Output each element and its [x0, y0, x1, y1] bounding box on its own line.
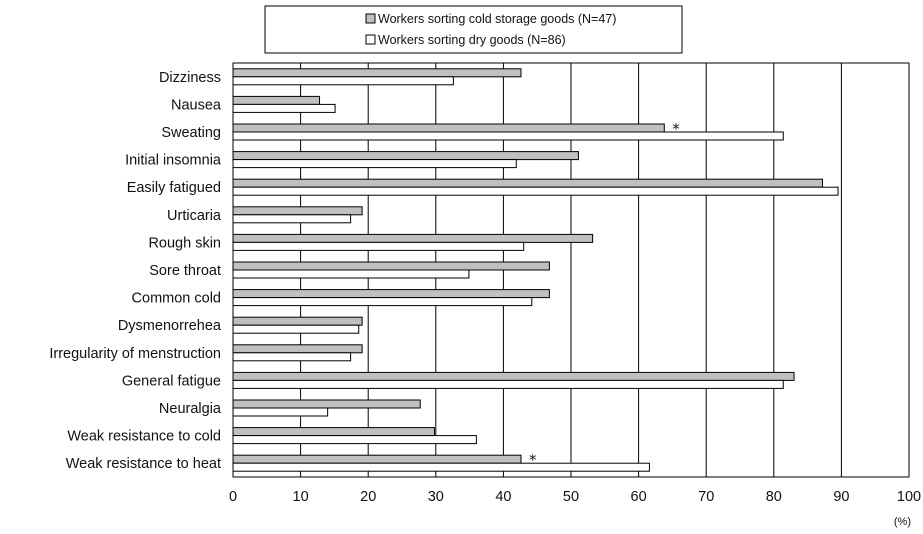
category-label: Rough skin — [148, 235, 221, 251]
category-label: General fatigue — [122, 373, 221, 389]
legend-label-dry-goods: Workers sorting dry goods (N=86) — [378, 33, 566, 47]
bar-dry-goods — [232, 186, 839, 196]
bar-dry-goods — [232, 379, 784, 389]
bar-cold-storage — [232, 178, 823, 188]
bar-dry-goods — [232, 241, 525, 251]
bar-cold-storage — [232, 95, 321, 105]
bar-dry-goods — [232, 131, 784, 141]
bar-cold-storage — [232, 261, 550, 271]
bar-cold-storage — [232, 399, 421, 409]
x-tick-label: 30 — [428, 489, 444, 505]
legend-swatch-cold-storage — [365, 13, 376, 24]
category-label: Urticaria — [167, 208, 222, 224]
bar-dry-goods — [232, 76, 454, 86]
bar-cold-storage — [232, 316, 363, 326]
category-label: Dysmenorrehea — [118, 318, 222, 334]
x-unit-label: (%) — [894, 516, 911, 528]
category-label: Irregularity of menstruction — [49, 346, 221, 362]
legend-box — [264, 5, 683, 54]
category-label: Weak resistance to cold — [67, 429, 221, 445]
bar-cold-storage — [232, 206, 363, 216]
x-tick-label: 70 — [698, 489, 714, 505]
category-label: Initial insomnia — [125, 153, 222, 169]
bar-dry-goods — [232, 269, 470, 279]
bar-cold-storage — [232, 289, 550, 299]
significance-mark: * — [672, 120, 680, 138]
bar-cold-storage — [232, 233, 594, 243]
category-label: Weak resistance to heat — [66, 456, 221, 472]
x-tick-label: 40 — [495, 489, 511, 505]
bar-dry-goods — [232, 214, 352, 224]
category-label: Nausea — [171, 97, 222, 113]
category-label: Common cold — [132, 291, 221, 307]
legend-swatch-dry-goods — [365, 34, 376, 45]
bar-cold-storage — [232, 371, 795, 381]
bar-cold-storage — [232, 68, 522, 78]
category-label: Dizziness — [159, 70, 221, 86]
bar-dry-goods — [232, 297, 533, 307]
category-label: Neuralgia — [159, 401, 222, 417]
significance-mark: * — [529, 451, 537, 469]
x-tick-label: 50 — [563, 489, 579, 505]
category-label: Sore throat — [149, 263, 221, 279]
bar-dry-goods — [232, 462, 650, 472]
bar-cold-storage — [232, 344, 363, 354]
bar-cold-storage — [232, 151, 579, 161]
bar-dry-goods — [232, 324, 360, 334]
x-tick-label: 10 — [293, 489, 309, 505]
bar-dry-goods — [232, 407, 329, 417]
bar-dry-goods — [232, 159, 517, 169]
bar-cold-storage — [232, 427, 435, 437]
bar-dry-goods — [232, 103, 336, 113]
legend-label-cold-storage: Workers sorting cold storage goods (N=47… — [378, 12, 616, 26]
x-tick-label: 20 — [360, 489, 376, 505]
x-tick-label: 60 — [631, 489, 647, 505]
x-tick-label: 0 — [229, 489, 237, 505]
bar-cold-storage — [232, 454, 522, 464]
bar-cold-storage — [232, 123, 665, 133]
category-label: Easily fatigued — [127, 180, 221, 196]
bar-dry-goods — [232, 352, 352, 362]
x-tick-label: 80 — [766, 489, 782, 505]
category-label: Sweating — [161, 125, 221, 141]
x-tick-label: 100 — [897, 489, 921, 505]
bar-dry-goods — [232, 435, 477, 445]
x-tick-label: 90 — [833, 489, 849, 505]
